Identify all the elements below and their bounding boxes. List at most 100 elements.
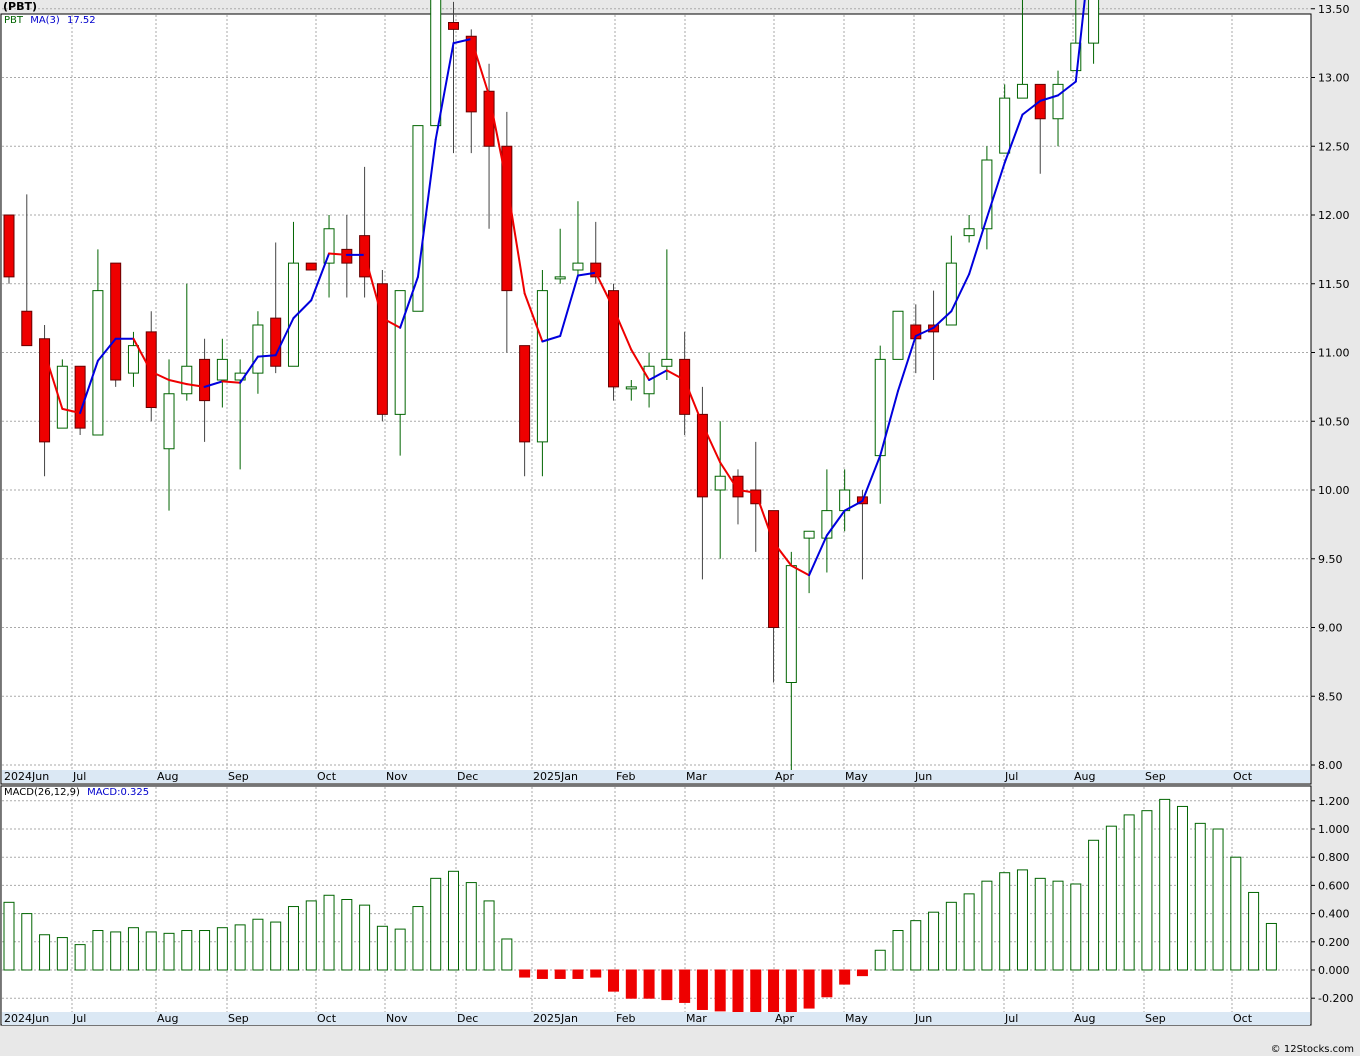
- candle-body: [376, 283, 388, 415]
- ma3-segment: [292, 299, 313, 320]
- macd-bar: [608, 969, 620, 992]
- price-panel: [0, 13, 1312, 785]
- ma3-segment: [150, 370, 171, 381]
- macd-xtick-label: Aug: [157, 1012, 178, 1025]
- macd-xtick-label: Aug: [1074, 1012, 1095, 1025]
- price-ytick-label: 12.50: [1318, 140, 1350, 153]
- price-xtick-label: Oct: [317, 770, 337, 783]
- macd-bar: [839, 969, 851, 985]
- macd-xtick-label: May: [845, 1012, 868, 1025]
- ma3-segment: [897, 335, 917, 392]
- macd-bar: [661, 969, 673, 1001]
- candle-body: [430, 0, 442, 127]
- candle-body: [127, 345, 139, 374]
- macd-bar: [1034, 877, 1046, 971]
- price-ytick-label: 11.00: [1318, 347, 1350, 360]
- macd-bar: [696, 969, 708, 1010]
- ma3-segment: [576, 271, 597, 277]
- price-xtick-label: Nov: [386, 770, 408, 783]
- macd-bar: [56, 937, 68, 971]
- candle-body: [679, 358, 691, 415]
- macd-bar: [590, 969, 602, 978]
- macd-bar: [145, 931, 157, 971]
- candle-body: [768, 510, 780, 628]
- ma3-segment: [256, 354, 277, 358]
- candle-body: [163, 393, 175, 450]
- candle-body: [1070, 42, 1082, 72]
- candle-body: [21, 310, 33, 347]
- candle-body: [963, 228, 975, 237]
- price-xtick-label: Oct: [1233, 770, 1253, 783]
- macd-bar: [465, 882, 477, 971]
- ticker-label: PBT: [4, 15, 23, 26]
- macd-bar: [376, 925, 388, 971]
- ma3-segment: [825, 509, 846, 537]
- macd-bar: [945, 901, 957, 971]
- candle-body: [3, 214, 15, 278]
- ma3-segment: [1057, 80, 1077, 97]
- macd-bar: [1230, 856, 1242, 971]
- price-xtick-label: Apr: [775, 770, 795, 783]
- ma3-segment: [808, 534, 828, 577]
- macd-bar: [1123, 814, 1135, 971]
- candle-body: [323, 228, 335, 264]
- macd-bar: [163, 932, 175, 971]
- ma3-segment: [452, 38, 473, 45]
- macd-bar: [483, 900, 495, 971]
- ma-line: [43, 0, 1086, 577]
- ma3-segment: [719, 461, 739, 491]
- macd-bar: [110, 931, 122, 971]
- ma3-segment: [683, 379, 704, 425]
- macd-bar: [910, 920, 922, 971]
- macd-bar: [287, 906, 299, 971]
- candle-body: [625, 386, 637, 390]
- macd-bar: [874, 949, 886, 971]
- ma3-segment: [310, 252, 331, 302]
- price-xtick-label: 2024Jun: [4, 770, 49, 783]
- macd-xtick-label: Nov: [386, 1012, 408, 1025]
- ma3-segment: [185, 383, 206, 388]
- candle-body: [750, 489, 762, 505]
- macd-bar: [572, 969, 584, 979]
- ma3-segment: [168, 379, 188, 386]
- macd-bar: [981, 880, 993, 971]
- ma3-segment: [932, 310, 953, 329]
- macd-bar: [448, 870, 459, 971]
- ma3-segment: [523, 292, 544, 343]
- candle-body: [999, 97, 1011, 154]
- macd-bar: [625, 969, 637, 999]
- price-ytick-label: 8.00: [1318, 759, 1343, 772]
- macd-bar: [803, 969, 815, 1009]
- ma3-segment: [594, 271, 615, 310]
- macd-bar: [999, 872, 1011, 971]
- ma3-segment: [879, 390, 899, 457]
- candle-body: [554, 276, 566, 280]
- ma3-segment: [1039, 94, 1060, 102]
- price-xtick-label: Jul: [72, 770, 86, 783]
- macd-xtick-label: Mar: [686, 1012, 707, 1025]
- ma3-segment: [914, 326, 935, 337]
- macd-bar: [216, 927, 228, 971]
- ma3-segment: [861, 454, 882, 502]
- candle-body: [1016, 83, 1028, 99]
- macd-bar: [679, 969, 691, 1003]
- macd-bar: [234, 924, 246, 971]
- macd-bar: [1016, 869, 1028, 971]
- macd-xtick-label: Jul: [1004, 1012, 1018, 1025]
- macd-legend: MACD(26,12,9) MACD:0.325: [4, 787, 149, 798]
- macd-bar: [732, 969, 744, 1013]
- macd-ytick-label: 0.400: [1318, 908, 1350, 921]
- ma3-segment: [736, 489, 757, 494]
- macd-label: MACD(26,12,9): [4, 787, 80, 798]
- macd-bar: [821, 969, 833, 998]
- macd-bar: [252, 918, 264, 971]
- candle-body: [572, 262, 584, 271]
- macd-bar: [1141, 810, 1153, 971]
- candle-body: [181, 365, 193, 395]
- candle-body: [714, 475, 726, 491]
- price-xtick-label: 2025Jan: [533, 770, 578, 783]
- ma3-segment: [630, 348, 651, 381]
- candle-body: [56, 365, 68, 429]
- candle-body: [696, 413, 708, 498]
- macd-bar: [1265, 922, 1277, 971]
